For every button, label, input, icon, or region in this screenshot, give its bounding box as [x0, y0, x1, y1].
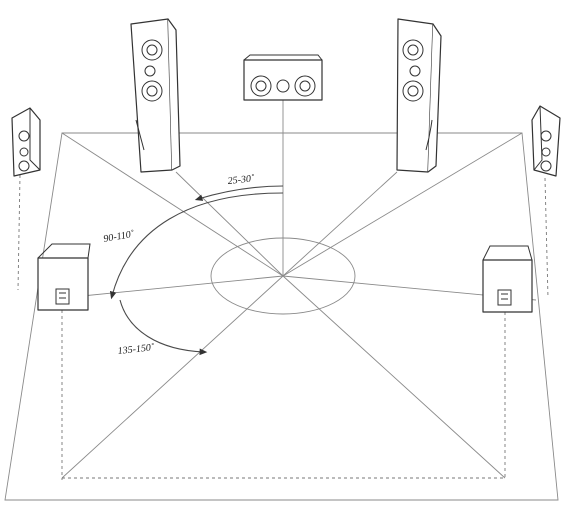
- listener-lines: [61, 100, 537, 479]
- center-speaker: [243, 54, 323, 101]
- front-angle-label: 25-30˚: [227, 173, 255, 187]
- surround-right-speaker: [482, 245, 533, 313]
- side-right-speaker: [531, 105, 561, 177]
- surround-left-speaker: [37, 243, 91, 311]
- front-left-tower-speaker: [130, 18, 181, 173]
- side-angle-label: 90-110˚: [103, 229, 136, 245]
- angle-arcs: [109, 185, 284, 356]
- projection-lines: [17, 174, 549, 480]
- front-right-tower-speaker: [396, 18, 442, 173]
- rear-angle-label: 135-150˚: [117, 342, 155, 357]
- side-left-speaker: [11, 107, 41, 177]
- listening-area-ellipse: [210, 237, 356, 315]
- room-floor: [4, 132, 559, 501]
